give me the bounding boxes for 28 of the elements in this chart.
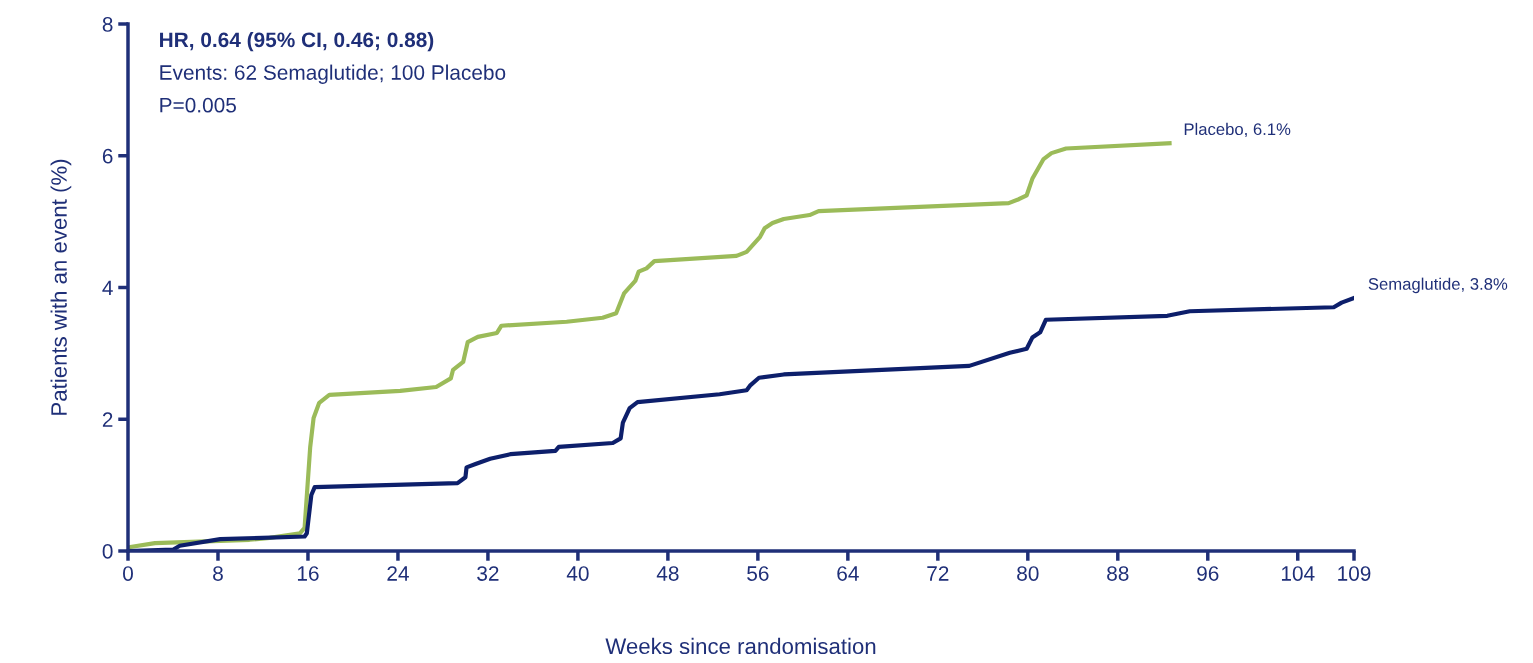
x-tick-label: 40 (566, 566, 589, 581)
annotation: HR, 0.64 (95% CI, 0.46; 0.88) (160, 31, 434, 52)
line-series (128, 141, 1172, 551)
x-tick-label: 0 (123, 566, 133, 581)
y-tick-label: 0 (102, 544, 113, 559)
x-tick-label: 16 (297, 566, 319, 581)
x-axis-title: Weeks since randomisation (605, 637, 876, 655)
x-tick-label: 72 (927, 566, 949, 581)
x-tick-label: 32 (477, 566, 499, 581)
x-tick-label: 96 (1197, 566, 1219, 581)
y-tick-label: 6 (102, 148, 113, 164)
x-tick-label: 8 (213, 566, 223, 581)
x-tick-label: 80 (1017, 566, 1039, 581)
x-tick-label: 24 (387, 566, 409, 581)
x-tick-label: 109 (1338, 566, 1371, 581)
y-axis-title: Patients with an event (%) (50, 159, 72, 415)
annotation: Semaglutide, 3.8% (1368, 277, 1508, 294)
x-tick-label: 48 (656, 566, 679, 581)
annotation: P=0.005 (160, 97, 236, 113)
x-tick-label: 104 (1281, 566, 1315, 581)
x-tick-label: 88 (1107, 566, 1129, 581)
annotation: Events: 62 Semaglutide; 100 Placebo (160, 64, 506, 84)
y-tick-label: 8 (102, 17, 113, 32)
x-tick-label: 64 (837, 566, 859, 581)
x-tick-label: 56 (747, 566, 769, 581)
y-tick-label: 2 (102, 412, 113, 427)
y-tick-label: 4 (102, 280, 113, 296)
annotation: Placebo, 6.1% (1184, 122, 1291, 138)
